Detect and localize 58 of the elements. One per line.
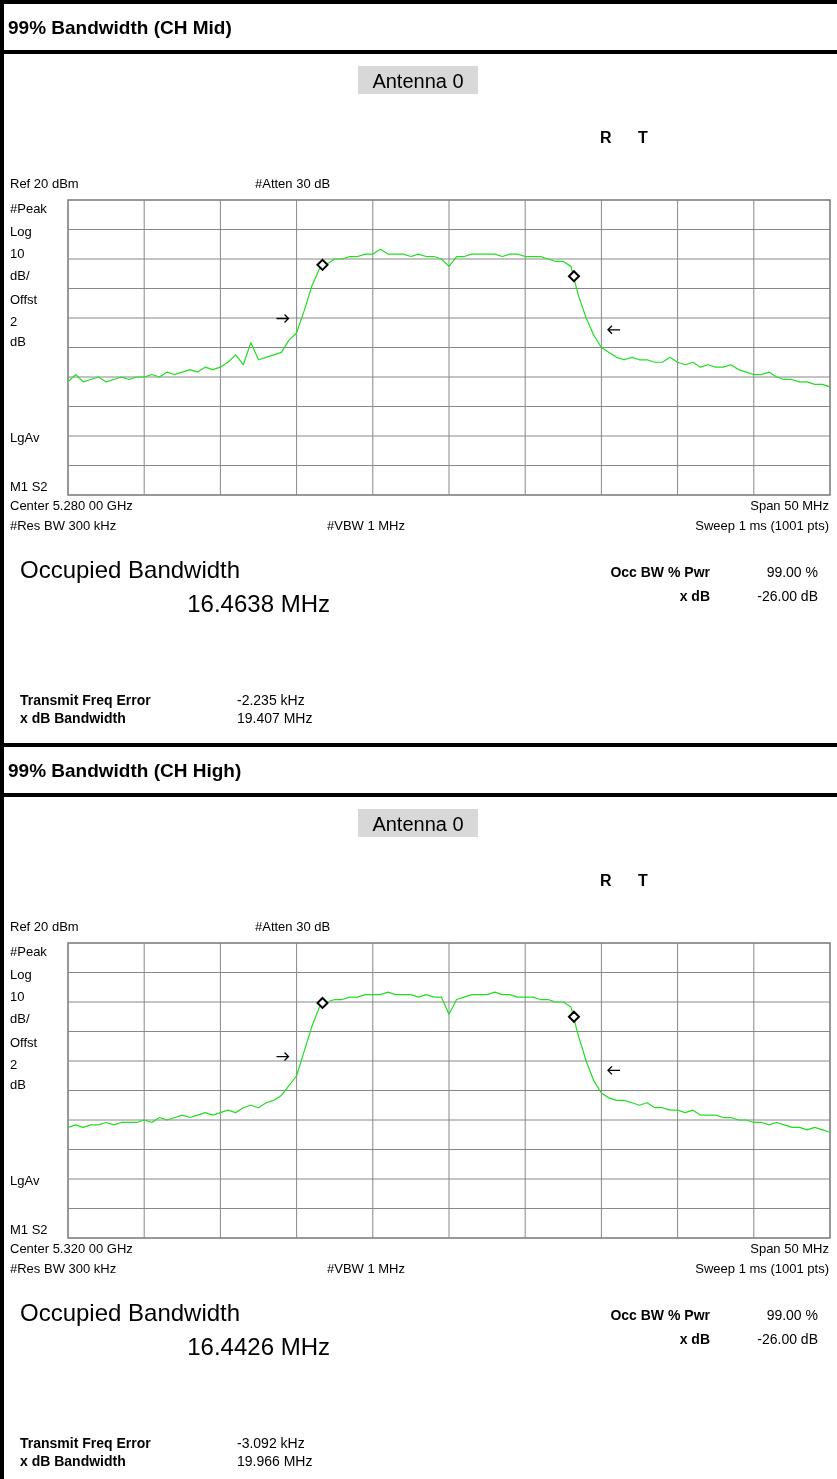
text: 16.4426 MHz — [187, 1333, 330, 1360]
text: LgAv — [10, 430, 40, 445]
text: Ref 20 dBm — [10, 176, 79, 191]
text: Ref 20 dBm — [10, 919, 79, 934]
text: -26.00 dB — [757, 588, 818, 604]
chart-title: 99% Bandwidth (CH High) — [8, 760, 242, 781]
text: #Atten 30 dB — [255, 176, 331, 191]
text: 16.4638 MHz — [187, 590, 330, 617]
text: Occupied Bandwidth — [20, 1299, 241, 1326]
text: Log — [10, 967, 32, 982]
text: 19.407 MHz — [237, 710, 313, 726]
chart-subtitle: Antenna 0 — [372, 813, 464, 835]
text: -2.235 kHz — [237, 692, 305, 708]
text: Transmit Freq Error — [20, 692, 152, 708]
text: dB — [10, 1077, 26, 1092]
text: Sweep 1 ms (1001 pts) — [695, 518, 829, 533]
text: 2 — [10, 1057, 18, 1072]
text: #Atten 30 dB — [255, 919, 331, 934]
text: Sweep 1 ms (1001 pts) — [695, 1261, 829, 1276]
text: dB — [10, 334, 26, 349]
text: Occ BW % Pwr — [610, 564, 711, 580]
text: 99.00 % — [766, 1307, 818, 1323]
text: #VBW 1 MHz — [327, 1261, 406, 1276]
text: Transmit Freq Error — [20, 1435, 152, 1451]
chart-subtitle: Antenna 0 — [372, 70, 464, 92]
text: Offst — [10, 1035, 38, 1050]
text: #Res BW 300 kHz — [10, 1261, 117, 1276]
text: LgAv — [10, 1173, 40, 1188]
text: Center 5.280 00 GHz — [10, 498, 133, 513]
text: R T — [600, 872, 648, 889]
text: Center 5.320 00 GHz — [10, 1241, 133, 1256]
text: x dB — [679, 588, 710, 604]
text: 10 — [10, 246, 25, 261]
text: Span 50 MHz — [750, 1241, 829, 1256]
text: dB/ — [10, 1011, 30, 1026]
text: -3.092 kHz — [237, 1435, 305, 1451]
text: Log — [10, 224, 32, 239]
text: #Peak — [10, 944, 48, 959]
text: Occupied Bandwidth — [20, 556, 241, 583]
text: Offst — [10, 292, 38, 307]
text: #VBW 1 MHz — [327, 518, 406, 533]
chart-title: 99% Bandwidth (CH Mid) — [8, 17, 232, 38]
text: -26.00 dB — [757, 1331, 818, 1347]
text: Occ BW % Pwr — [610, 1307, 711, 1323]
text: 10 — [10, 989, 25, 1004]
text: R T — [600, 129, 648, 146]
text: x dB — [679, 1331, 710, 1347]
text: 2 — [10, 314, 18, 329]
text: x dB Bandwidth — [20, 1453, 126, 1469]
text: 99.00 % — [766, 564, 818, 580]
text: Span 50 MHz — [750, 498, 829, 513]
text: M1 S2 — [10, 1222, 48, 1237]
text: M1 S2 — [10, 479, 48, 494]
text: 19.966 MHz — [237, 1453, 313, 1469]
text: dB/ — [10, 268, 30, 283]
text: #Peak — [10, 201, 48, 216]
text: #Res BW 300 kHz — [10, 518, 117, 533]
text: x dB Bandwidth — [20, 710, 126, 726]
